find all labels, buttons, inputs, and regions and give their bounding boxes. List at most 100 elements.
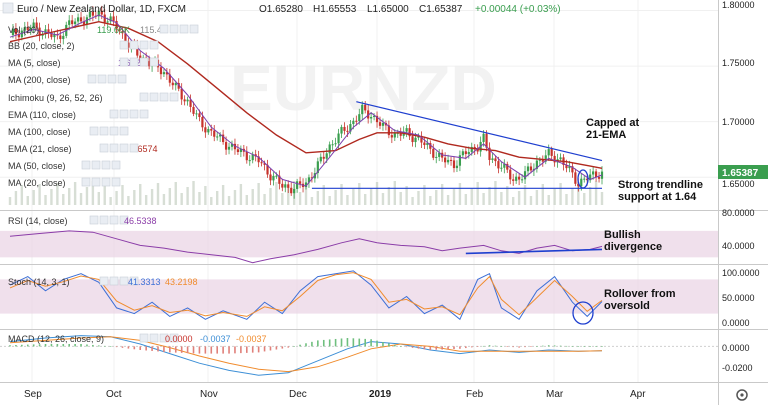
macd-panel (0, 330, 718, 382)
volume-bar (482, 193, 485, 205)
legend-toggle-icon-4-3 (169, 92, 179, 102)
settings-gear-icon[interactable] (736, 389, 748, 401)
legend-ema21-value: 1.6574 (130, 144, 158, 154)
macd-hist-bar (547, 345, 550, 347)
candle-body (470, 146, 473, 152)
candle-body (316, 161, 319, 174)
macd-hist-bar (257, 346, 260, 353)
stoch-tick-50: 50.0000 (722, 293, 755, 303)
change-value: +0.00044 (+0.03%) (475, 4, 561, 15)
legend-bb[interactable]: BB (20, close, 2) (8, 41, 75, 51)
candle-body (455, 165, 459, 169)
candle-body (506, 163, 509, 170)
candle-body (518, 176, 521, 180)
macd-hist-bar (210, 346, 213, 354)
legend-ma100[interactable]: MA (100, close) (8, 127, 71, 137)
legend-toggle-icon-10-1 (99, 215, 109, 225)
macd-hist-bar (26, 344, 29, 347)
volume-bar (257, 183, 260, 205)
candle-body (586, 178, 589, 181)
legend-ema110[interactable]: EMA (110, close) (8, 110, 76, 120)
volume-bar (245, 195, 248, 205)
legend-ichimoku[interactable]: Ichimoku (9, 26, 52, 26) (8, 93, 103, 103)
indicator-lines (9, 14, 603, 376)
macd-hist-bar (482, 345, 485, 347)
legend-macd-label: MACD (12, 26, close, 9) (8, 334, 104, 344)
candle-body (210, 129, 213, 131)
candle-body (177, 82, 180, 89)
macd-hist-bar (50, 344, 53, 347)
volume-bar (316, 191, 320, 205)
candle-body (328, 144, 331, 154)
candle-body (207, 129, 210, 133)
legend-toggle-icon-1-2 (139, 40, 149, 50)
candle-body (594, 171, 598, 178)
legend-stoch[interactable]: Stoch (14, 3, 1) 41.3313 43.2198 (8, 277, 198, 287)
volume-bar (133, 190, 136, 205)
rsi-tick-40: 40.0000 (722, 241, 755, 251)
macd-hist-bar (470, 346, 473, 348)
candle-body (553, 155, 556, 163)
indicator-bands (0, 230, 718, 347)
macd-hist-bar (441, 346, 443, 350)
legend-ema21[interactable]: EMA (21, close) 1.6574 (8, 144, 158, 154)
legend-ma200[interactable]: MA (200, close) (8, 75, 71, 85)
volume-bar (14, 191, 18, 205)
macd-hist-bar (234, 346, 236, 354)
legend-toggle-icon-8-0 (81, 160, 91, 170)
volume-bar (358, 183, 361, 205)
candle-body (195, 113, 198, 115)
candle-body (281, 183, 284, 188)
legend-vol[interactable]: Vol (20) 119.66K 115.4K (8, 25, 168, 35)
legend-toggle-icon-2-1 (129, 57, 139, 67)
candle-body (378, 122, 382, 126)
legend-rsi-label: RSI (14, close) (8, 216, 68, 226)
volume-bar (216, 191, 219, 205)
candle-body (227, 146, 231, 150)
legend-toggle-icons[interactable] (81, 24, 199, 343)
volume-bar (565, 194, 568, 205)
volume-bar (44, 195, 47, 205)
macd-hist-bar (411, 346, 414, 348)
candle-body (115, 20, 118, 29)
legend-toggle-icon-5-1 (119, 109, 129, 119)
volume-bar (304, 186, 308, 205)
volume-bar (263, 194, 266, 205)
macd-hist-bar (62, 344, 65, 347)
volume-bar (32, 190, 35, 205)
candle-body (296, 181, 299, 189)
candle-body (367, 110, 370, 119)
legend-vol-value2: 115.4K (140, 25, 168, 35)
macd-hist-bar (465, 346, 467, 349)
volume-bar (269, 188, 272, 205)
y-tick-1.80: 1.80000 (722, 0, 755, 10)
candle-body (11, 28, 15, 35)
candle-body (340, 126, 343, 134)
legend-toggle-icon-0-0 (159, 24, 169, 34)
legend-toggle-icon-10-2 (109, 215, 119, 225)
candle-body (136, 45, 139, 56)
volume-bar (423, 185, 426, 205)
volume-bar (20, 185, 24, 205)
candle-body (482, 133, 485, 142)
stoch-d-line (9, 272, 603, 317)
volume-bar (91, 181, 95, 205)
legend-macd[interactable]: MACD (12, 26, close, 9) 0.0000 -0.0037 -… (8, 334, 267, 344)
y-tick-1.70: 1.70000 (722, 117, 755, 127)
collapse-icon[interactable] (2, 2, 14, 14)
macd-hist-bar (68, 344, 70, 347)
legend-rsi[interactable]: RSI (14, close) 46.5338 (8, 216, 157, 226)
macd-hist-bar (251, 346, 254, 353)
candle-body (251, 154, 254, 161)
volume-bar (156, 183, 160, 205)
legend-ma20[interactable]: MA (20, close) (8, 178, 66, 188)
x-label-feb: Feb (466, 389, 484, 400)
candle-body (355, 120, 358, 122)
candle-body (124, 33, 127, 43)
stoch-tick-100: 100.0000 (722, 268, 760, 278)
volume-bar (115, 191, 118, 205)
candle-body (361, 104, 364, 115)
legend-ma50[interactable]: MA (50, close) (8, 161, 66, 171)
volume-bar (281, 193, 284, 205)
